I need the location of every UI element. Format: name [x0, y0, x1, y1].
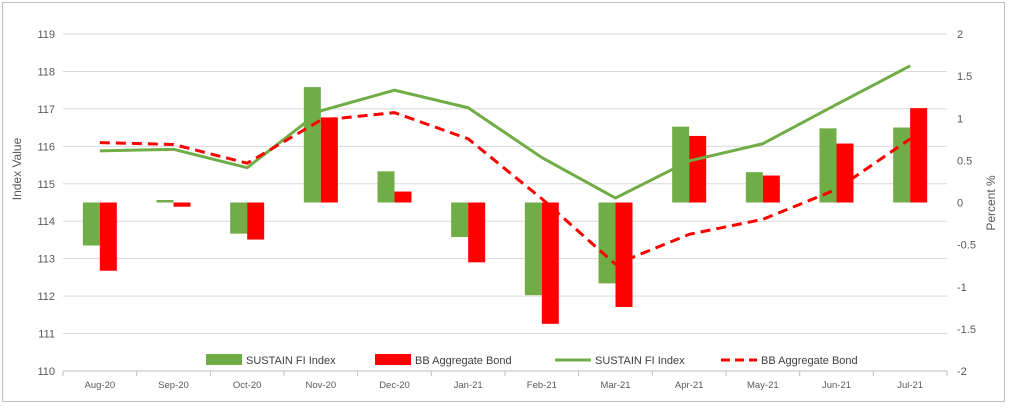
bar-sustain	[524, 202, 542, 296]
bar-sustain	[598, 202, 616, 284]
y-tick-right: 2	[957, 29, 963, 41]
x-tick-label: Oct-20	[233, 380, 262, 391]
y-tick-right: 1.5	[957, 71, 972, 83]
bar-sustain	[303, 87, 321, 203]
x-tick-label: Jun-21	[822, 380, 851, 391]
y-tick-left: 117	[37, 104, 55, 116]
bar-sustain	[377, 171, 395, 203]
bar-bb	[99, 202, 117, 271]
line-bb	[99, 111, 912, 266]
y-tick-right: 1	[957, 113, 963, 125]
y-tick-left: 115	[37, 179, 55, 191]
y-tick-right: -1	[957, 282, 967, 294]
y-axis-title-right: Percent %	[984, 175, 998, 231]
y-tick-left: 113	[37, 254, 55, 266]
y-tick-right: 0	[957, 198, 963, 210]
y-tick-left: 114	[37, 216, 55, 228]
x-tick-label: Dec-20	[379, 380, 410, 391]
legend-label: SUSTAIN FI Index	[595, 355, 685, 367]
bar-sustain	[156, 199, 174, 203]
legend: SUSTAIN FI Index BB Aggregate Bond SUSTAIN…	[206, 354, 858, 367]
y-tick-left: 116	[37, 141, 55, 153]
y-tick-left: 118	[37, 66, 55, 78]
bar-bb	[468, 202, 486, 263]
y-tick-left: 110	[37, 366, 55, 378]
y-tick-right: -0.5	[957, 240, 976, 252]
x-tick-label: Sep-20	[158, 380, 189, 391]
x-tick-label: Aug-20	[85, 380, 116, 391]
bar-sustain	[230, 202, 248, 234]
y-tick-right: 0.5	[957, 155, 972, 167]
y-axis-title-left: Index Value	[10, 137, 24, 200]
bar-bb	[173, 202, 191, 207]
bar-bb	[615, 202, 633, 307]
bar-bb	[836, 143, 854, 203]
legend-label: BB Aggregate Bond	[415, 355, 512, 367]
bar-sustain	[819, 128, 837, 203]
x-tick-label: Apr-21	[675, 380, 704, 391]
y-tick-left: 119	[37, 29, 55, 41]
bar-sustain	[451, 202, 469, 238]
y-tick-left: 112	[37, 291, 55, 303]
combo-chart: 110 111 112 113 114 115 116 117 118 119 -2 -1.5 -1 -0…	[10, 29, 998, 391]
x-tick-label: Nov-20	[306, 380, 337, 391]
x-tick-label: Mar-21	[600, 380, 630, 391]
bar-bb	[762, 175, 780, 203]
bars	[82, 87, 928, 324]
x-tick-label: Feb-21	[527, 380, 557, 391]
legend-label: BB Aggregate Bond	[761, 355, 858, 367]
gridlines	[63, 33, 947, 372]
bar-bb	[910, 108, 928, 203]
line-sustain	[99, 64, 911, 200]
bar-bb	[541, 202, 559, 324]
legend-label: SUSTAIN FI Index	[246, 355, 336, 367]
bar-bb	[394, 191, 412, 203]
legend-swatch-bar	[375, 354, 411, 365]
bar-sustain	[82, 202, 100, 246]
bar-bb	[689, 135, 707, 203]
y-tick-left: 111	[38, 329, 55, 341]
x-tick-label: Jul-21	[897, 380, 923, 391]
x-tick-label: May-21	[747, 380, 779, 391]
y-tick-right: -1.5	[957, 324, 976, 336]
bar-bb	[320, 117, 338, 203]
bar-sustain	[745, 172, 763, 203]
x-tick-label: Jan-21	[454, 380, 483, 391]
axes: 110 111 112 113 114 115 116 117 118 119 -2 -1.5 -1 -0…	[37, 29, 976, 391]
bar-bb	[247, 202, 265, 240]
legend-swatch-bar	[206, 354, 242, 365]
lines	[99, 64, 912, 266]
bar-sustain	[893, 127, 911, 203]
chart-frame: 110 111 112 113 114 115 116 117 118 119 -2 -1.5 -1 -0…	[2, 2, 1005, 402]
y-tick-right: -2	[957, 366, 967, 378]
